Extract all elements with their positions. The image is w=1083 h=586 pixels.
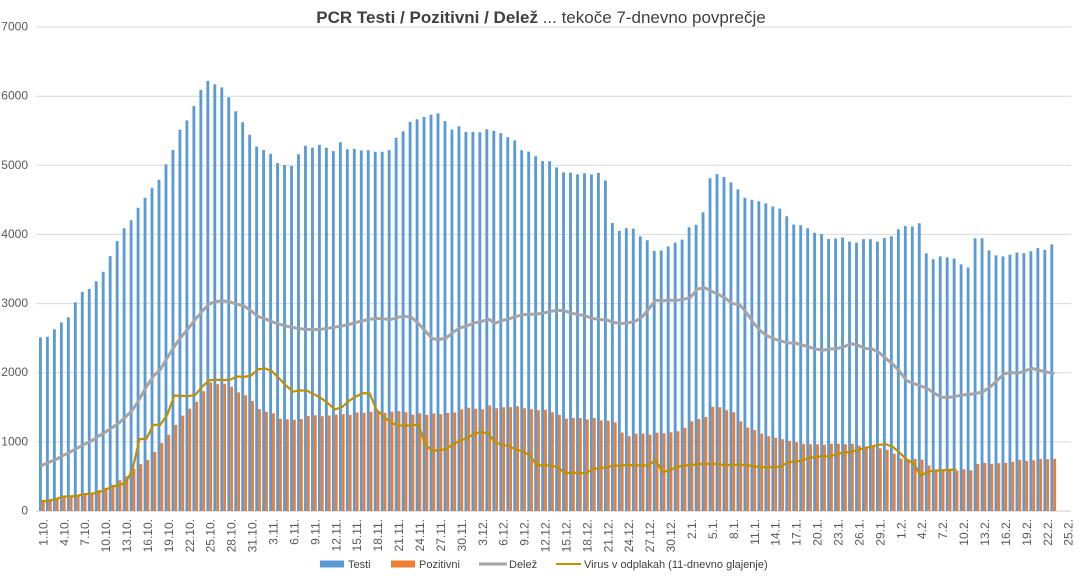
svg-text:Pozitivni: Pozitivni	[419, 559, 460, 571]
svg-text:30.11.: 30.11.	[455, 519, 469, 551]
svg-text:7000: 7000	[1, 20, 28, 34]
svg-text:13.10.: 13.10.	[120, 519, 134, 552]
svg-text:9.11.: 9.11.	[308, 519, 322, 545]
svg-text:1.2.: 1.2.	[894, 519, 908, 539]
svg-text:17.1.: 17.1.	[790, 519, 804, 546]
svg-text:19.2.: 19.2.	[1020, 519, 1034, 546]
svg-text:PCR Testi / Pozitivni / Delež: PCR Testi / Pozitivni / Delež ... tekoče…	[316, 8, 765, 27]
svg-text:7.10.: 7.10.	[78, 519, 92, 546]
svg-text:10.2.: 10.2.	[957, 519, 971, 546]
svg-text:6.12.: 6.12.	[497, 519, 511, 546]
svg-text:12.11.: 12.11.	[329, 519, 343, 551]
svg-text:4000: 4000	[1, 227, 28, 241]
svg-text:18.11.: 18.11.	[371, 519, 385, 551]
svg-text:0: 0	[21, 504, 28, 518]
svg-text:6.11.: 6.11.	[287, 519, 301, 545]
svg-text:4.10.: 4.10.	[57, 519, 71, 546]
svg-text:23.1.: 23.1.	[832, 519, 846, 546]
svg-text:13.2.: 13.2.	[978, 519, 992, 546]
svg-text:10.10.: 10.10.	[99, 519, 113, 552]
svg-text:24.12.: 24.12.	[622, 519, 636, 552]
svg-text:2000: 2000	[1, 365, 28, 379]
svg-text:Virus v odplakah (11-dnevno gl: Virus v odplakah (11-dnevno glajenje)	[584, 559, 768, 571]
svg-text:1.10.: 1.10.	[36, 519, 50, 546]
svg-text:Delež: Delež	[509, 559, 537, 571]
svg-text:Testi: Testi	[348, 559, 371, 571]
svg-text:22.10.: 22.10.	[183, 519, 197, 552]
svg-text:25.2.: 25.2.	[1062, 519, 1076, 546]
svg-text:12.12.: 12.12.	[539, 519, 553, 552]
svg-text:15.12.: 15.12.	[560, 519, 574, 552]
svg-text:27.12.: 27.12.	[643, 519, 657, 552]
svg-text:19.10.: 19.10.	[162, 519, 176, 552]
svg-text:22.2.: 22.2.	[1041, 519, 1055, 546]
svg-text:20.1.: 20.1.	[811, 519, 825, 546]
svg-text:16.10.: 16.10.	[141, 519, 155, 552]
svg-text:24.11.: 24.11.	[413, 519, 427, 551]
svg-text:5.1.: 5.1.	[706, 519, 720, 539]
svg-text:3.12.: 3.12.	[476, 519, 490, 546]
svg-text:8.1.: 8.1.	[727, 519, 741, 539]
svg-text:21.11.: 21.11.	[392, 519, 406, 551]
svg-text:7.2.: 7.2.	[936, 519, 950, 539]
svg-text:21.12.: 21.12.	[601, 519, 615, 552]
svg-text:1000: 1000	[1, 434, 28, 448]
svg-text:11.1.: 11.1.	[748, 519, 762, 545]
svg-text:5000: 5000	[1, 158, 28, 172]
svg-text:25.10.: 25.10.	[204, 519, 218, 552]
svg-text:2.1.: 2.1.	[685, 519, 699, 539]
svg-text:14.1.: 14.1.	[769, 519, 783, 546]
svg-text:30.12.: 30.12.	[664, 519, 678, 552]
svg-text:31.10.: 31.10.	[246, 519, 260, 552]
svg-text:28.10.: 28.10.	[225, 519, 239, 552]
svg-text:18.12.: 18.12.	[580, 519, 594, 552]
svg-text:9.12.: 9.12.	[518, 519, 532, 546]
svg-text:27.11.: 27.11.	[434, 519, 448, 551]
svg-text:3.11.: 3.11.	[267, 519, 281, 545]
svg-text:26.1.: 26.1.	[852, 519, 866, 546]
svg-text:6000: 6000	[1, 89, 28, 103]
svg-text:3000: 3000	[1, 296, 28, 310]
svg-text:15.11.: 15.11.	[350, 519, 364, 551]
svg-text:4.2.: 4.2.	[915, 519, 929, 539]
svg-text:16.2.: 16.2.	[999, 519, 1013, 546]
svg-text:29.1.: 29.1.	[873, 519, 887, 546]
